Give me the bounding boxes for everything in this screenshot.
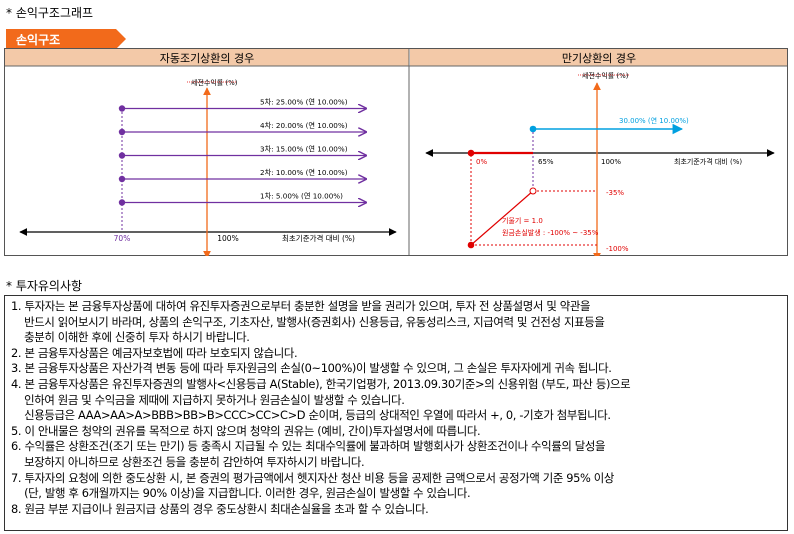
note-line: 반드시 읽어보시기 바라며, 상품의 손익구조, 기초자산, 발행사(증권회사)… [11,314,605,329]
note-line: 신용등급은 AAA>AA>A>BBB>BB>B>CCC>CC>C>D 순이며, … [11,408,611,423]
left-x-tick-100: 100% [217,234,238,243]
section-title: * 손익구조그래프 [6,6,94,20]
right-zero-point [467,149,475,157]
right-x-axis-label: 최초기준가격 대비 (%) [674,157,742,166]
note-line: 6. 수익률은 상환조건(조기 또는 만기) 등 충족시 지급될 수 있는 최대… [11,439,606,454]
right-gain-label: 30.00% (연 10.00%) [619,117,689,125]
right-y-axis-label: 세전수익률 (%) [582,71,629,80]
notes-title: * 투자유의사항 [6,279,83,293]
ribbon-arrow [6,29,126,49]
right-y-tick-minus35: -35% [606,189,624,197]
note-line: 1. 투자자는 본 금융투자상품에 대하여 유진투자증권으로부터 충분한 설명을… [11,299,591,313]
right-x-tick-65: 65% [538,158,554,166]
left-return-point-5 [118,199,126,206]
left-return-label-1: 5차: 25.00% (연 10.00%) [260,98,348,107]
right-y-tick-minus100: -100% [606,245,629,253]
left-return-lines: 5차: 25.00% (연 10.00%) 4차: 20.00% (연 10.00… [118,98,366,206]
left-y-axis-label: 세전수익률 (%) [191,78,238,87]
payoff-chart-box [4,48,788,256]
right-minus100-point [467,241,475,249]
note-line: 3. 본 금융투자상품은 자산가격 변동 등에 따라 투자원금의 손실(0~10… [11,361,612,376]
left-return-point-1 [118,105,126,112]
note-line: 4. 본 금융투자상품은 유진투자증권의 발행사<신용등급 A(Stable),… [11,376,631,391]
right-panel-header-bg [410,49,787,66]
note-line: 8. 원금 부분 지급이나 원금지급 상품의 경우 중도상환시 최대손실율을 초… [11,501,429,516]
left-return-point-3 [118,152,126,159]
left-return-label-4: 2차: 10.00% (연 10.00%) [260,168,348,177]
left-return-point-2 [118,128,126,136]
payoff-charts: 자동조기상환의 경우 만기상환의 경우 세전수익률 (%) 5차: 25.00%… [5,49,787,256]
left-panel-header-bg [5,49,409,66]
left-x-axis-label: 최초기준가격 대비 (%) [282,233,355,243]
note-line: 인하여 원금 및 수익금을 제때에 지급하지 못하거나 원금손실이 발생할 수 … [11,392,405,407]
note-line: 7. 투자자의 요청에 의한 중도상환 시, 본 증권의 평가금액에서 헷지자산… [11,470,615,485]
note-line: 5. 이 안내물은 청약의 권유를 목적으로 하지 않으며 청약의 권유는 (예… [11,423,481,438]
right-slope-label: 기울기 = 1.0 [502,216,543,225]
notes-list: 1. 투자자는 본 금융투자상품에 대하여 유진투자증권으로부터 충분한 설명을… [11,299,781,517]
right-loss-range-label: 원금손실발생 : -100% ~ -35% [502,228,599,237]
note-line: 2. 본 금융투자상품은 예금자보호법에 따라 보호되지 않습니다. [11,345,298,360]
note-line: 보장하지 아니하므로 상환조건 등을 충분히 감안하여 투자하시기 바랍니다. [11,454,365,469]
right-gain-point [529,125,537,133]
right-loss-slope-line [470,190,534,246]
left-return-label-2: 4차: 20.00% (연 10.00%) [260,121,348,130]
left-x-tick-70: 70% [114,234,131,243]
notes-box: 1. 투자자는 본 금융투자상품에 대하여 유진투자증권으로부터 충분한 설명을… [4,295,788,531]
note-line: 충분히 이해한 후에 신중히 투자 하시기 바랍니다. [11,330,250,345]
right-panel-header: 만기상환의 경우 [562,52,636,65]
ribbon-label: 손익구조 [16,33,61,47]
note-line: (단, 발행 후 6개월까지는 90% 이상)을 지급합니다. 이러한 경우, … [11,486,471,501]
right-x-tick-100: 100% [601,158,621,166]
right-x-tick-0: 0% [476,158,487,166]
left-panel-header: 자동조기상환의 경우 [160,52,255,65]
left-return-label-3: 3차: 15.00% (연 10.00%) [260,145,348,154]
left-return-point-4 [118,175,126,183]
right-minus35-point [529,187,537,195]
left-return-label-5: 1차: 5.00% (연 10.00%) [260,192,343,201]
